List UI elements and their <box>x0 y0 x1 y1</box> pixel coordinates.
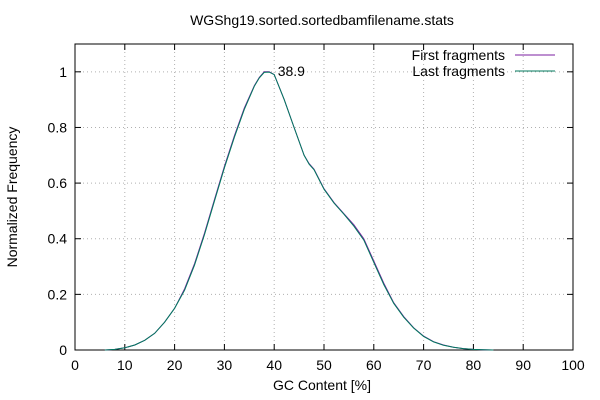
x-tick-label: 90 <box>515 357 531 373</box>
y-tick-label: 0.6 <box>48 175 68 191</box>
x-tick-label: 100 <box>561 357 585 373</box>
x-tick-label: 50 <box>316 357 332 373</box>
series-line-first-fragments <box>104 71 494 351</box>
y-tick-label: 0.4 <box>48 231 68 247</box>
chart-title: WGShg19.sorted.sortedbamfilename.stats <box>190 12 454 28</box>
x-tick-label: 20 <box>167 357 183 373</box>
peak-annotation: 38.9 <box>278 63 305 79</box>
x-axis-label: GC Content [%] <box>273 377 371 393</box>
x-tick-label: 30 <box>217 357 233 373</box>
grid-lines <box>75 44 573 350</box>
x-tick-label: 10 <box>117 357 133 373</box>
series-line-last-fragments <box>104 71 494 351</box>
series-lines <box>104 71 494 351</box>
x-tick-label: 0 <box>71 357 79 373</box>
y-axis-label: Normalized Frequency <box>4 127 20 268</box>
x-tick-label: 60 <box>366 357 382 373</box>
y-tick-label: 1 <box>59 64 67 80</box>
y-tick-label: 0.8 <box>48 119 68 135</box>
y-tick-label: 0.2 <box>48 286 68 302</box>
legend-label: First fragments <box>412 47 505 63</box>
x-tick-label: 80 <box>466 357 482 373</box>
y-tick-label: 0 <box>59 342 67 358</box>
x-tick-label: 40 <box>266 357 282 373</box>
axis-ticks: 0 10 20 30 40 50 60 70 80 90 100 0 0.2 0.4 0.6 0.8 1 <box>48 44 585 373</box>
x-tick-label: 70 <box>416 357 432 373</box>
legend-label: Last fragments <box>412 63 505 79</box>
